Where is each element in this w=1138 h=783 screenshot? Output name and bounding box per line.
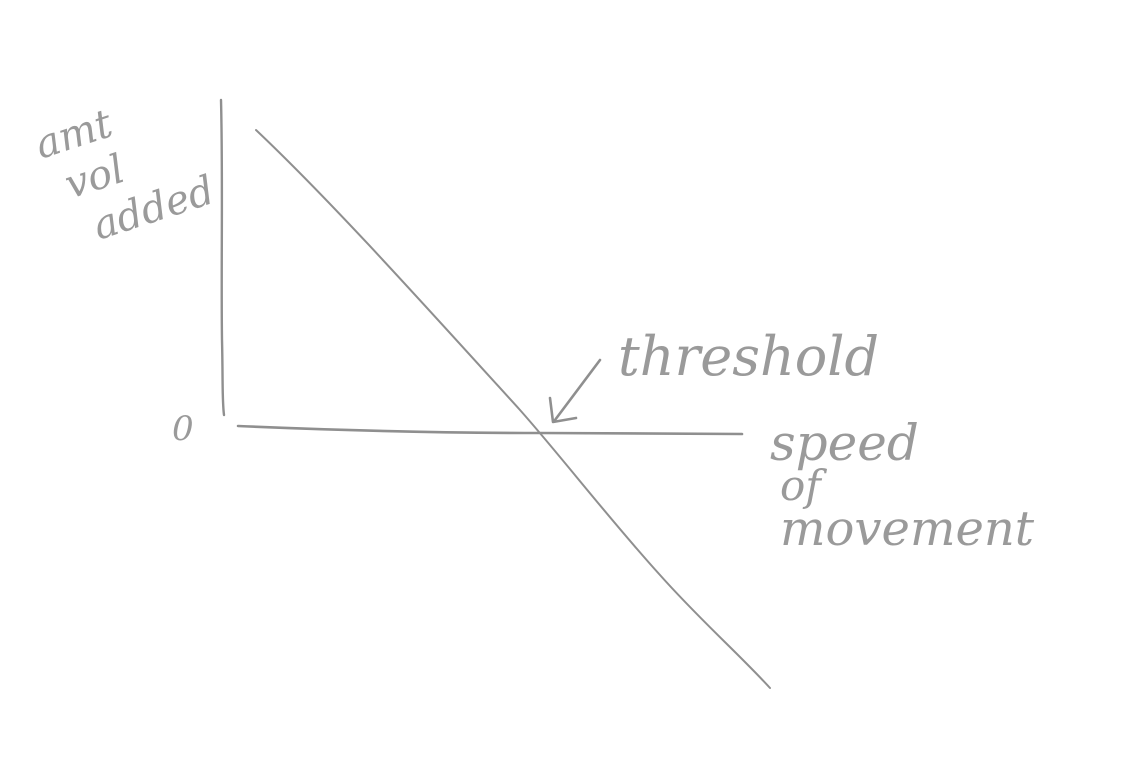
y-axis-line	[219, 98, 226, 417]
origin-label: 0	[172, 409, 194, 449]
threshold-arrow	[553, 358, 602, 422]
x-axis-line	[236, 424, 744, 436]
threshold-label: threshold	[618, 325, 879, 388]
x-axis-label-line-2: of	[780, 461, 827, 510]
trend-line	[255, 129, 771, 689]
threshold-arrow-head	[548, 396, 578, 424]
x-axis-label-line-3: movement	[780, 501, 1035, 557]
x-axis-label-line-1: speed	[770, 414, 919, 472]
